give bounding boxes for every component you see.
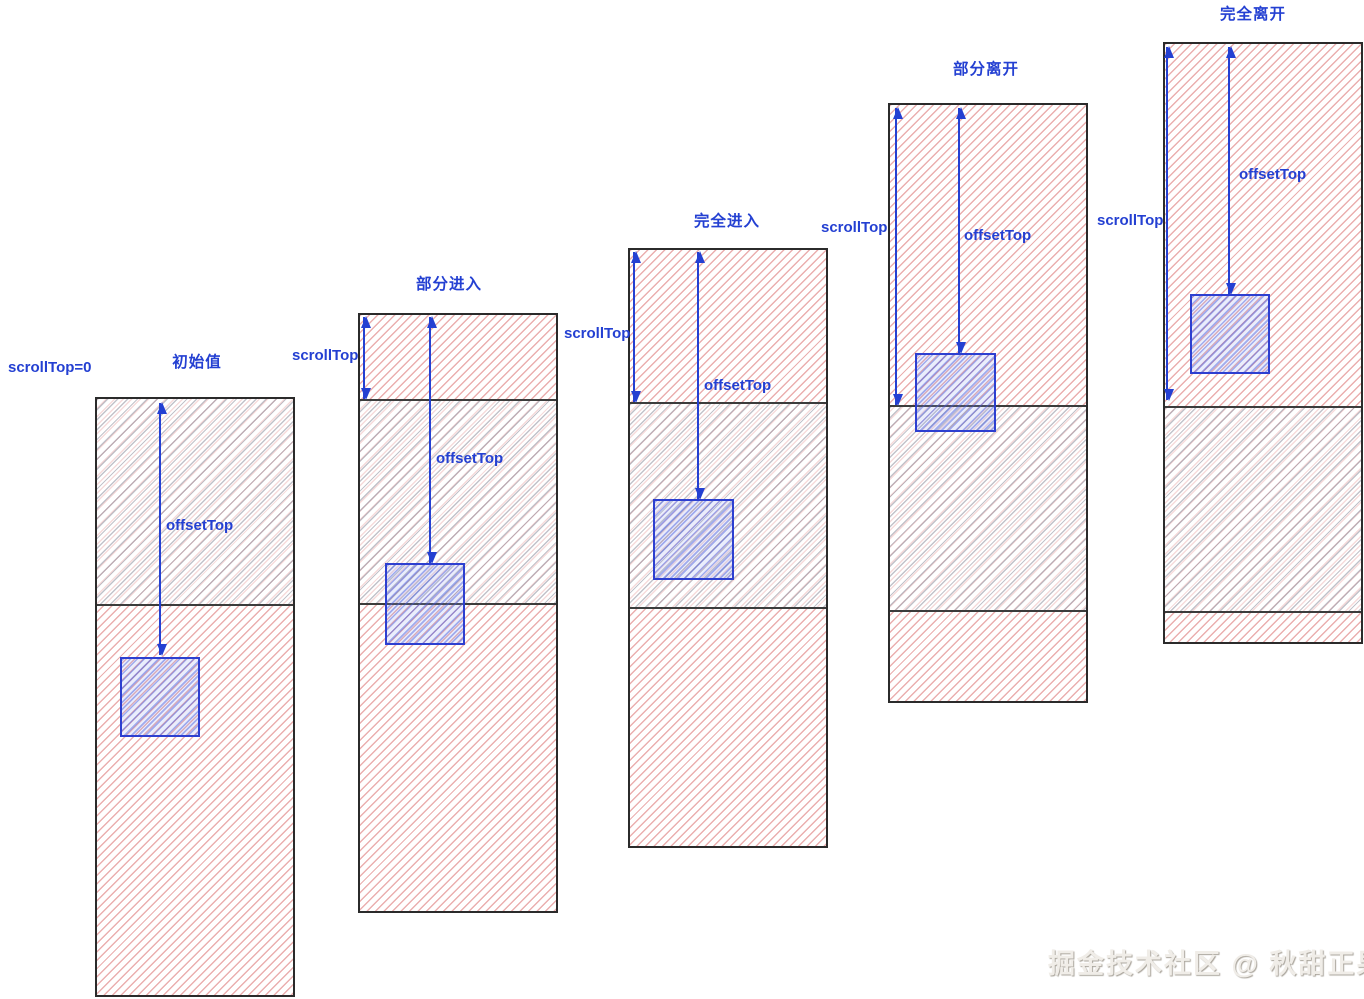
offsettop-arrow-4 [955, 107, 966, 354]
diagram-title-1: 初始值 [172, 354, 222, 371]
scrolltop-label-4: scrollTop [821, 219, 888, 236]
viewport-band-2 [360, 399, 556, 605]
target-square-3 [653, 499, 734, 580]
offsettop-arrow-5 [1225, 46, 1236, 295]
diagram-title-3: 完全进入 [693, 213, 761, 230]
scrolltop-arrow-5 [1163, 46, 1174, 401]
offsettop-arrow-2 [426, 316, 437, 564]
offsettop-label-4: offsetTop [964, 227, 1032, 244]
viewport-band-4 [890, 405, 1086, 612]
watermark: 掘金技术社区 @ 秋甜正果 [1048, 949, 1364, 979]
scrolltop-arrow-4 [892, 107, 903, 406]
viewport-band-3 [630, 402, 826, 609]
offsettop-label-5: offsetTop [1239, 166, 1307, 183]
diagram-title-5: 完全离开 [1219, 6, 1287, 23]
scrolltop-label-2: scrollTop [292, 347, 359, 364]
scrolltop-zero-label: scrollTop=0 [8, 359, 92, 376]
target-square-5 [1190, 294, 1270, 374]
scrolltop-arrow-3 [630, 251, 641, 403]
scrolltop-arrow-2 [360, 316, 371, 400]
diagram-title-4: 部分离开 [952, 61, 1020, 78]
scrolltop-label-5: scrollTop [1097, 212, 1164, 229]
document-rect-4 [888, 103, 1088, 703]
offsettop-arrow-3 [694, 251, 705, 500]
offsettop-label-3: offsetTop [704, 377, 772, 394]
document-rect-5 [1163, 42, 1363, 644]
offsettop-arrow-1 [156, 402, 167, 656]
scrolltop-label-3: scrollTop [564, 325, 631, 342]
target-square-4 [915, 353, 996, 432]
diagram-title-2: 部分进入 [415, 276, 483, 293]
offsettop-label-2: offsetTop [436, 450, 504, 467]
target-square-1 [120, 657, 200, 737]
document-rect-1 [95, 397, 295, 997]
viewport-band-1 [97, 399, 293, 606]
document-rect-3 [628, 248, 828, 848]
target-square-2 [385, 563, 465, 645]
offsettop-label-1: offsetTop [166, 517, 234, 534]
document-rect-2 [358, 313, 558, 913]
viewport-band-5 [1165, 406, 1361, 613]
